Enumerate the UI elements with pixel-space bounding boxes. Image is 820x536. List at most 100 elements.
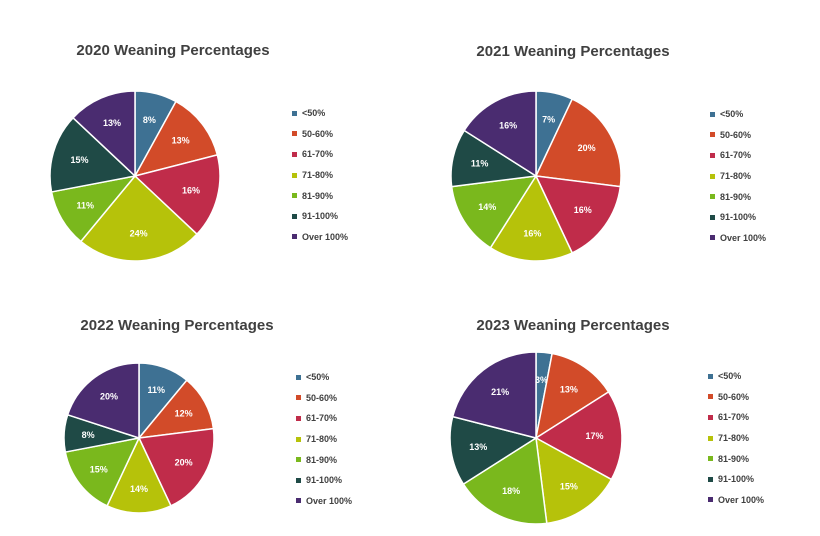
data-label-61-70: 20% xyxy=(175,458,193,468)
pie-plot: 3% 13% 17% 15% 18% 13% 21% xyxy=(449,351,623,525)
data-label-50: 11% xyxy=(148,385,166,395)
legend-item-50-60: 50-60% xyxy=(708,387,764,408)
data-label-50-60: 12% xyxy=(175,408,193,418)
legend-item-91-100: 91-100% xyxy=(296,470,352,491)
legend-swatch xyxy=(710,235,715,241)
chart-legend: <50% 50-60% 61-70% 71-80% 81-90% 91-100% Over … xyxy=(292,103,348,247)
legend-swatch xyxy=(296,477,301,483)
legend-label: 91-100% xyxy=(302,211,339,222)
data-label-50: 3% xyxy=(535,375,548,385)
legend-swatch xyxy=(708,456,713,462)
legend-item-61-70: 61-70% xyxy=(296,408,352,429)
legend-item-50: <50% xyxy=(296,367,352,388)
data-label-50-60: 13% xyxy=(172,136,190,146)
pie-slice-50-60 xyxy=(534,98,622,188)
data-label-61-70: 16% xyxy=(574,205,592,215)
legend-item-81-90: 81-90% xyxy=(708,448,764,469)
chart-legend: <50% 50-60% 61-70% 71-80% 81-90% 91-100% Over … xyxy=(296,367,352,511)
legend-swatch xyxy=(292,213,297,219)
pie-slice-71-80 xyxy=(535,436,613,525)
pie-slice-71-80 xyxy=(106,436,172,514)
legend-label: Over 100% xyxy=(720,232,767,243)
chart-legend: <50% 50-60% 61-70% 71-80% 81-90% 91-100% Over … xyxy=(708,366,764,510)
legend-label: 50-60% xyxy=(306,392,338,403)
pie-slice-over-100 xyxy=(66,362,140,440)
legend-swatch xyxy=(710,173,715,179)
data-label-50: 8% xyxy=(143,115,156,125)
legend-swatch xyxy=(710,152,715,158)
legend-item-over-100: Over 100% xyxy=(710,228,766,249)
legend-swatch xyxy=(708,373,713,379)
legend-item-50-60: 50-60% xyxy=(296,388,352,409)
legend-swatch xyxy=(292,193,297,199)
chart-title: 2020 Weaning Percentages xyxy=(76,42,270,59)
legend-item-50: <50% xyxy=(708,366,764,387)
data-label-50-60: 20% xyxy=(578,143,596,153)
data-label-over-100: 20% xyxy=(100,392,118,402)
legend-label: <50% xyxy=(720,109,744,120)
legend-item-71-80: 71-80% xyxy=(708,428,764,449)
pie-slice-over-100 xyxy=(451,351,537,439)
legend-swatch xyxy=(710,214,715,220)
data-label-over-100: 16% xyxy=(499,120,517,130)
chart-title: 2023 Weaning Percentages xyxy=(476,317,670,334)
legend-swatch xyxy=(708,394,713,400)
pie-slice-50-60 xyxy=(534,352,610,440)
legend-swatch xyxy=(292,110,297,116)
legend-label: 61-70% xyxy=(302,149,334,160)
legend-item-71-80: 71-80% xyxy=(296,429,352,450)
pie-slice-over-100 xyxy=(71,90,136,178)
legend-swatch xyxy=(292,131,297,137)
data-label-61-70: 17% xyxy=(585,431,603,441)
legend-label: Over 100% xyxy=(718,494,765,505)
legend-label: <50% xyxy=(302,108,326,119)
legend-item-over-100: Over 100% xyxy=(296,491,352,512)
pie-chart-2022: 2022 Weaning Percentages 11% 12% 20% 14% 15%… xyxy=(0,268,410,536)
pie-slice-71-80 xyxy=(79,174,199,262)
legend-label: 81-90% xyxy=(302,190,334,201)
legend-label: 71-80% xyxy=(302,170,334,181)
legend-item-50-60: 50-60% xyxy=(292,124,348,145)
pie-slice-91-100 xyxy=(449,415,538,486)
pie-slice-81-90 xyxy=(450,175,538,249)
data-label-81-90: 15% xyxy=(90,464,108,474)
chart-title: 2022 Weaning Percentages xyxy=(80,317,274,334)
pie-slice-over-100 xyxy=(463,90,537,178)
pie-slice-61-70 xyxy=(534,175,622,254)
legend-label: 50-60% xyxy=(302,128,334,139)
legend-item-50-60: 50-60% xyxy=(710,125,766,146)
pie-slice-81-90 xyxy=(462,436,548,525)
legend-item-81-90: 81-90% xyxy=(296,449,352,470)
legend-item-91-100: 91-100% xyxy=(708,469,764,490)
legend-label: Over 100% xyxy=(306,495,353,506)
data-label-50-60: 13% xyxy=(560,385,578,395)
legend-label: 61-70% xyxy=(720,150,752,161)
legend-item-50: <50% xyxy=(292,103,348,124)
legend-item-71-80: 71-80% xyxy=(292,165,348,186)
legend-label: 71-80% xyxy=(306,434,338,445)
pie-slice-61-70 xyxy=(137,427,215,507)
legend-label: 50-60% xyxy=(718,391,750,402)
pie-slice-71-80 xyxy=(489,174,574,262)
data-label-91-100: 8% xyxy=(82,430,95,440)
legend-swatch xyxy=(710,111,715,117)
pie-chart-2021: 2021 Weaning Percentages 7% 20% 16% 16% 14% 1… xyxy=(410,0,820,268)
legend-label: 91-100% xyxy=(720,212,757,223)
chart-title: 2021 Weaning Percentages xyxy=(476,43,670,60)
data-label-71-80: 24% xyxy=(130,229,148,239)
data-label-61-70: 16% xyxy=(182,185,200,195)
legend-item-81-90: 81-90% xyxy=(292,185,348,206)
pie-slice-91-100 xyxy=(49,116,137,193)
chart-legend: <50% 50-60% 61-70% 71-80% 81-90% 91-100% Over … xyxy=(710,104,766,248)
legend-item-50: <50% xyxy=(710,104,766,125)
pie-slice-81-90 xyxy=(64,436,141,507)
legend-item-91-100: 91-100% xyxy=(710,207,766,228)
data-label-71-80: 16% xyxy=(523,229,541,239)
legend-item-over-100: Over 100% xyxy=(708,490,764,511)
legend-label: 61-70% xyxy=(718,412,750,423)
legend-item-61-70: 61-70% xyxy=(292,144,348,165)
legend-swatch xyxy=(292,172,297,178)
legend-label: 81-90% xyxy=(718,453,750,464)
legend-label: 81-90% xyxy=(720,191,752,202)
pie-slice-61-70 xyxy=(534,390,623,481)
